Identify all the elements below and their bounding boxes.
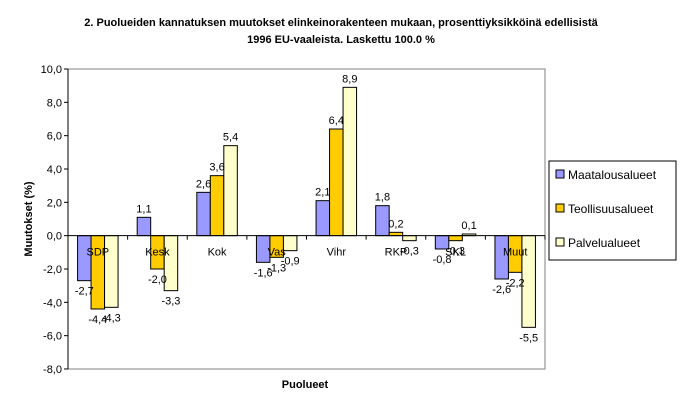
bar	[329, 128, 344, 237]
category-label: RKP	[385, 247, 408, 259]
x-axis-title: Puolueet	[282, 379, 329, 391]
data-label: -4,4	[88, 314, 107, 326]
category-label: Vas	[268, 247, 287, 259]
y-tick-label: 2,0	[47, 197, 62, 209]
legend-box	[548, 160, 677, 261]
data-label: -1,3	[267, 262, 286, 274]
y-tick-label: 0,0	[47, 231, 62, 243]
category-label: Muut	[503, 247, 527, 259]
bar	[209, 175, 225, 237]
data-labels: -2,7 1,1 2,6 -1,6 2,1 1,8 -0,8 -2,6 -4,4 -2,0 3,6 -…	[75, 73, 538, 344]
bar	[342, 86, 358, 237]
y-tick-label: 6,0	[47, 131, 62, 143]
data-label: -2,7	[75, 286, 94, 298]
category-label: SDP	[87, 247, 110, 259]
y-axis-title: Muutokset (%)	[23, 181, 35, 257]
bar	[223, 145, 238, 237]
category-label: Kesk	[145, 247, 170, 259]
bar	[375, 205, 390, 237]
y-tick-label: -4,0	[43, 297, 62, 309]
data-label: 2,1	[315, 187, 330, 199]
legend-swatch	[555, 169, 565, 179]
y-tick-label: -2,0	[43, 264, 62, 276]
bar	[315, 200, 331, 237]
data-label: -4,3	[102, 312, 121, 324]
data-label: 6,4	[329, 115, 344, 127]
data-label: 8,9	[342, 73, 357, 85]
zero-line	[67, 235, 546, 240]
data-label: -0,3	[400, 246, 419, 258]
chart-title-line-2: 1996 EU-vaaleista. Laskettu 100.0 %	[247, 34, 435, 46]
category-label: Vihr	[327, 247, 347, 259]
bar	[448, 235, 463, 242]
y-tick-label: -6,0	[43, 331, 62, 343]
data-label: 1,1	[136, 203, 151, 215]
y-tick-label: 8,0	[47, 97, 62, 109]
category-labels: SDP Kesk Kok Vas Vihr RKP SKL Muut	[87, 247, 528, 259]
data-label: 1,8	[375, 192, 390, 204]
y-tick-label: 4,0	[47, 164, 62, 176]
data-label: -2,2	[506, 277, 525, 289]
bar	[402, 235, 417, 242]
y-tick-label: 10,0	[41, 64, 62, 76]
legend-swatch	[555, 203, 565, 213]
bar	[136, 216, 152, 237]
data-label: -0,3	[446, 246, 465, 258]
legend-label: Teollisuusalueet	[568, 202, 654, 216]
data-label: -2,6	[492, 284, 511, 296]
data-label: -1,6	[254, 267, 273, 279]
legend-label: Maatalousalueet	[568, 168, 657, 182]
data-label: 0,1	[461, 220, 476, 232]
category-label: Kok	[208, 247, 227, 259]
data-label: 5,4	[223, 132, 238, 144]
legend-swatch	[555, 237, 565, 247]
data-label: 3,6	[209, 162, 224, 174]
legend-label: Palvelualueet	[568, 236, 641, 250]
bar	[388, 231, 404, 237]
y-tick-label: -8,0	[43, 364, 62, 376]
data-label: 0,2	[388, 218, 403, 230]
data-label: -5,5	[519, 332, 538, 344]
category-label: SKL	[445, 247, 466, 259]
data-label: -0,8	[433, 254, 452, 266]
legend: Maatalousalueet Teollisuusalueet Palvelual…	[548, 160, 677, 261]
bars	[77, 86, 536, 328]
y-axis: -8,0 -6,0 -4,0 -2,0 0,0 2,0 4,0 6,0 8,0 10,0	[41, 64, 69, 376]
bar	[196, 191, 211, 237]
data-label: -2,0	[148, 274, 167, 286]
data-label: 2,6	[196, 178, 211, 190]
data-label: -3,3	[161, 296, 180, 308]
data-label: -0,9	[281, 256, 300, 268]
chart-title-line-1: 2. Puolueiden kannatuksen muutokset elin…	[84, 17, 598, 29]
